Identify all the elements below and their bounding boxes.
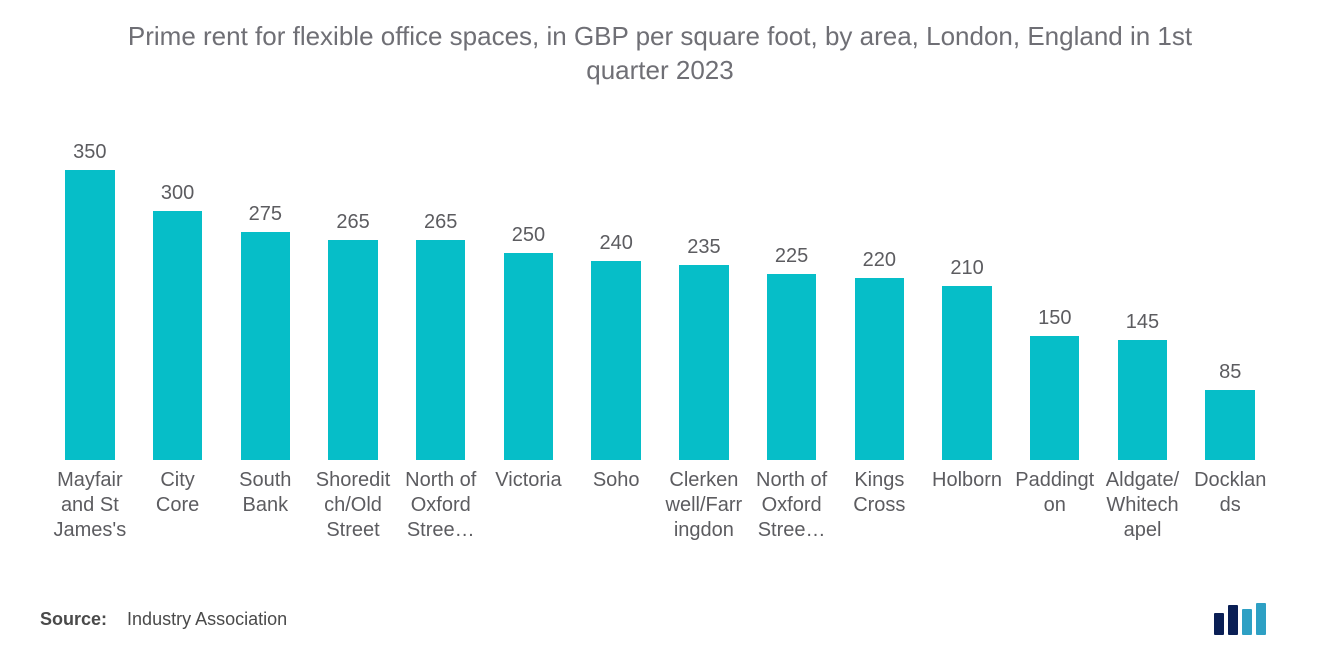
value-label: 350 xyxy=(73,141,106,164)
category-label: Mayfair and St James's xyxy=(50,468,130,588)
category-label: Shoreditch/Old Street xyxy=(313,468,393,588)
category-label: North of Oxford Stree… xyxy=(752,468,832,588)
bar-series: 150 Paddington xyxy=(1015,113,1095,588)
chart-footer: Source: Industry Association xyxy=(40,588,1280,635)
bar-region: 265 xyxy=(401,113,481,460)
bar xyxy=(767,274,816,460)
bar-series: 85 Docklands xyxy=(1190,113,1270,588)
logo-bar-3 xyxy=(1242,609,1252,635)
bar-region: 85 xyxy=(1190,113,1270,460)
category-label: Aldgate/Whitechapel xyxy=(1103,468,1183,588)
bar-region: 220 xyxy=(839,113,919,460)
bar-series: 350 Mayfair and St James's xyxy=(50,113,130,588)
bar-series: 220 Kings Cross xyxy=(839,113,919,588)
bar xyxy=(241,232,290,460)
bar-series: 250 Victoria xyxy=(489,113,569,588)
value-label: 275 xyxy=(249,203,282,226)
bar xyxy=(591,261,640,460)
category-label: Soho xyxy=(593,468,640,588)
bar-series: 240 Soho xyxy=(576,113,656,588)
category-label: Kings Cross xyxy=(839,468,919,588)
value-label: 145 xyxy=(1126,311,1159,334)
value-label: 240 xyxy=(599,232,632,255)
bar-series: 235 Clerkenwell/Farringdon xyxy=(664,113,744,588)
bar-series: 210 Holborn xyxy=(927,113,1007,588)
bar xyxy=(1118,340,1167,460)
source-line: Source: Industry Association xyxy=(40,609,287,630)
bar-region: 275 xyxy=(225,113,305,460)
chart-title: Prime rent for flexible office spaces, i… xyxy=(110,20,1210,88)
bar xyxy=(1205,390,1254,460)
value-label: 265 xyxy=(336,211,369,234)
source-text: Industry Association xyxy=(127,609,287,629)
bar-region: 235 xyxy=(664,113,744,460)
bar xyxy=(416,240,465,460)
category-label: Holborn xyxy=(932,468,1002,588)
bar-region: 300 xyxy=(138,113,218,460)
value-label: 225 xyxy=(775,245,808,268)
bar xyxy=(855,278,904,460)
value-label: 235 xyxy=(687,236,720,259)
category-label: Paddington xyxy=(1015,468,1095,588)
value-label: 300 xyxy=(161,182,194,205)
bar-region: 350 xyxy=(50,113,130,460)
bar-region: 210 xyxy=(927,113,1007,460)
value-label: 250 xyxy=(512,224,545,247)
value-label: 265 xyxy=(424,211,457,234)
logo-bar-2 xyxy=(1228,605,1238,635)
bar-series: 265 North of Oxford Stree… xyxy=(401,113,481,588)
bar-region: 250 xyxy=(489,113,569,460)
bar xyxy=(942,286,991,460)
bar xyxy=(153,211,202,460)
category-label: North of Oxford Stree… xyxy=(401,468,481,588)
bar xyxy=(504,253,553,460)
bar-region: 225 xyxy=(752,113,832,460)
logo-bar-1 xyxy=(1214,613,1224,635)
category-label: Docklands xyxy=(1190,468,1270,588)
bar xyxy=(328,240,377,460)
bar-series: 265 Shoreditch/Old Street xyxy=(313,113,393,588)
bar-region: 145 xyxy=(1103,113,1183,460)
bar xyxy=(1030,336,1079,460)
category-label: Clerkenwell/Farringdon xyxy=(664,468,744,588)
logo-bar-4 xyxy=(1256,603,1266,635)
bar-series: 225 North of Oxford Stree… xyxy=(752,113,832,588)
value-label: 210 xyxy=(950,257,983,280)
bar-region: 150 xyxy=(1015,113,1095,460)
category-label: Victoria xyxy=(495,468,561,588)
bar-series: 300 City Core xyxy=(138,113,218,588)
bar xyxy=(65,170,114,460)
category-label: City Core xyxy=(138,468,218,588)
value-label: 220 xyxy=(863,249,896,272)
bar-region: 265 xyxy=(313,113,393,460)
chart-container: Prime rent for flexible office spaces, i… xyxy=(0,0,1320,665)
bar xyxy=(679,265,728,460)
bar-series: 275 South Bank xyxy=(225,113,305,588)
plot-area: 350Mayfair and St James's300City Core275… xyxy=(40,113,1280,588)
category-label: South Bank xyxy=(225,468,305,588)
brand-logo xyxy=(1214,603,1280,635)
bar-series: 145 Aldgate/Whitechapel xyxy=(1103,113,1183,588)
value-label: 150 xyxy=(1038,307,1071,330)
bar-region: 240 xyxy=(576,113,656,460)
value-label: 85 xyxy=(1219,361,1241,384)
source-label: Source: xyxy=(40,609,107,629)
